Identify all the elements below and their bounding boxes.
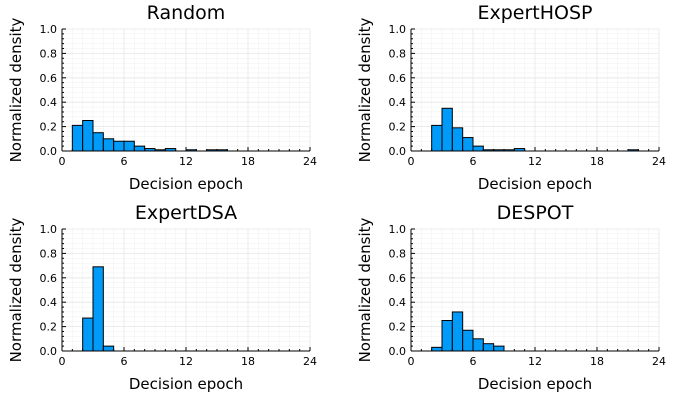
x-tick-label: 0 [408,155,415,168]
histogram-bar [102,345,115,352]
y-tick-label: 0.8 [389,47,407,60]
x-tick-label: 12 [179,155,193,168]
histogram-bar [472,338,484,352]
histogram-bar [82,317,94,352]
x-tick-label: 18 [590,155,604,168]
y-tick-label: 0.0 [40,345,58,358]
y-tick-label: 0.4 [389,296,407,309]
histogram-bar [462,137,474,152]
panel-despot: DESPOT 0 6 12 18 24 0.0 0.2 0.4 0.6 0.8 1.0 Decisi… [356,202,666,393]
x-tick-label: 18 [590,355,604,368]
histogram-bar [462,329,474,352]
plot-area: 0 6 12 18 24 0.0 0.2 0.4 0.6 0.8 1.0 [389,23,667,168]
y-tick-label: 0.2 [389,321,407,334]
histogram-bar [133,145,146,152]
x-axis-label: Decision epoch [129,175,243,193]
panel-title: ExpertHOSP [477,2,592,24]
histogram-bar [472,145,484,152]
y-tick-label: 0.6 [389,272,407,285]
histogram-bar [451,311,464,352]
histogram-bar [431,346,443,352]
histogram-bar [493,345,505,352]
x-tick-label: 12 [528,155,542,168]
y-axis-label: Normalized density [7,217,25,362]
y-tick-label: 0.6 [40,272,58,285]
y-axis-label: Normalized density [356,217,374,362]
histogram-bar [92,266,104,352]
x-axis-label: Decision epoch [478,175,592,193]
x-tick-label: 24 [652,355,666,368]
histogram-bar [113,140,125,152]
panel-title: DESPOT [497,202,574,224]
x-tick-label: 0 [59,155,66,168]
x-tick-label: 6 [470,355,477,368]
x-tick-label: 12 [179,355,193,368]
y-axis-label: Normalized density [356,17,374,162]
y-tick-label: 0.2 [389,121,407,134]
x-tick-label: 18 [241,355,255,368]
y-tick-label: 0.0 [389,345,407,358]
plot-area: 0 6 12 18 24 0.0 0.2 0.4 0.6 0.8 1.0 [40,23,318,168]
x-tick-label: 12 [528,355,542,368]
histogram-bar [102,138,115,152]
x-tick-label: 18 [241,155,255,168]
histogram-bar [82,120,94,152]
y-tick-label: 0.4 [40,96,58,109]
x-tick-label: 6 [121,155,128,168]
x-tick-label: 6 [470,155,477,168]
panel-title: Random [147,2,226,24]
y-tick-label: 0.2 [40,321,58,334]
y-tick-label: 0.2 [40,121,58,134]
y-axis-label: Normalized density [7,17,25,162]
histogram-bar [92,132,104,152]
histogram-bar [123,140,135,152]
y-tick-label: 0.8 [389,247,407,260]
histogram-bar [441,107,453,152]
y-tick-label: 0.4 [389,96,407,109]
histogram-bar [431,124,443,152]
y-tick-label: 1.0 [389,23,407,36]
y-tick-label: 0.8 [40,247,58,260]
panel-expertdsa: ExpertDSA 0 6 12 18 24 0.0 0.2 0.4 0.6 0.8 1.0 Dec… [7,202,317,393]
y-tick-label: 0.4 [40,296,58,309]
histogram-bar [441,320,453,352]
x-tick-label: 0 [408,355,415,368]
y-tick-label: 0.6 [389,72,407,85]
x-tick-label: 6 [121,355,128,368]
y-tick-label: 1.0 [389,223,407,236]
histogram-bar [451,127,464,152]
y-tick-label: 1.0 [40,23,58,36]
histogram-bar [482,343,495,352]
plot-area: 0 6 12 18 24 0.0 0.2 0.4 0.6 0.8 1.0 [40,223,318,368]
y-tick-label: 0.8 [40,47,58,60]
x-axis-label: Decision epoch [129,375,243,393]
y-tick-label: 0.0 [389,145,407,158]
panel-title: ExpertDSA [135,202,237,224]
x-tick-label: 24 [303,355,317,368]
panel-experthosp: ExpertHOSP 0 6 12 18 24 0.0 0.2 0.4 0.6 0.8 1.0 De… [356,2,666,193]
panel-random: Random 0 6 12 18 24 0.0 0.2 0.4 0.6 0.8 1.0 Decisi… [7,2,317,193]
x-tick-label: 24 [303,155,317,168]
x-tick-label: 24 [652,155,666,168]
y-tick-label: 0.6 [40,72,58,85]
y-tick-label: 1.0 [40,223,58,236]
histogram-bar [71,124,84,152]
x-tick-label: 0 [59,355,66,368]
y-tick-label: 0.0 [40,145,58,158]
x-axis-label: Decision epoch [478,375,592,393]
plot-area: 0 6 12 18 24 0.0 0.2 0.4 0.6 0.8 1.0 [389,223,667,368]
